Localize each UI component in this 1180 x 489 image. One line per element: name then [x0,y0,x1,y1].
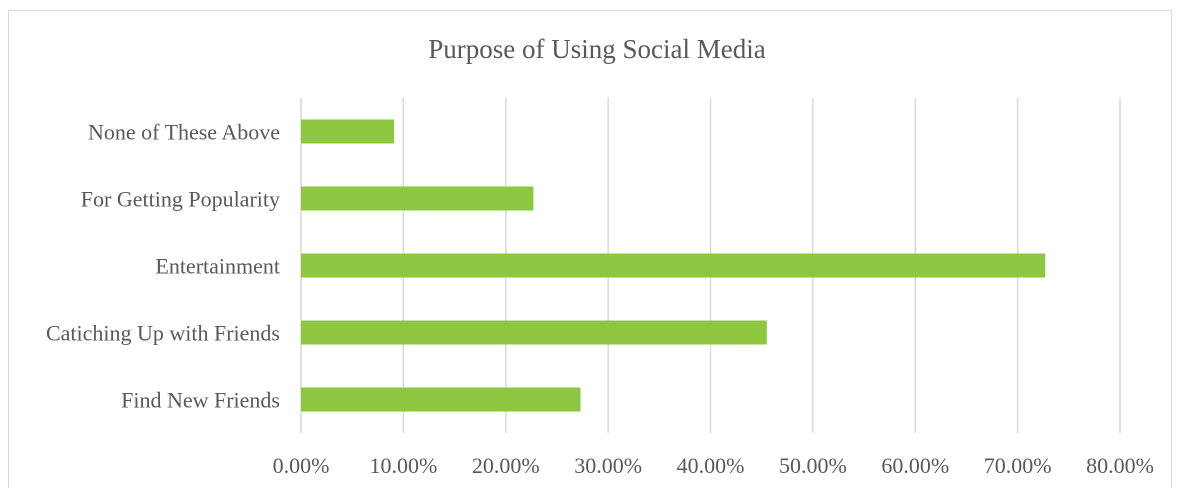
bars [301,119,1046,412]
x-tick-label: 10.00% [369,453,437,478]
category-label: None of These Above [88,120,280,145]
category-label: Catiching Up with Friends [46,321,280,346]
category-labels: None of These Above For Getting Popularit… [46,120,280,413]
x-tick-label: 50.00% [779,453,847,478]
x-tick-label: 30.00% [574,453,642,478]
category-label: For Getting Popularity [81,187,280,212]
bar [301,387,581,412]
bar [301,320,767,345]
x-tick-label: 20.00% [472,453,540,478]
bar [301,253,1046,278]
x-tick-label: 0.00% [273,453,330,478]
x-tick-labels: 0.00% 10.00% 20.00% 30.00% 40.00% 50.00% 60.00… [273,453,1154,478]
chart-frame [8,10,1172,488]
category-label: Entertainment [155,254,280,279]
x-tick-label: 80.00% [1086,453,1154,478]
chart-title: Purpose of Using Social Media [428,34,765,64]
bar [301,119,395,144]
x-tick-label: 70.00% [984,453,1052,478]
category-label: Find New Friends [121,388,280,413]
x-tick-label: 60.00% [881,453,949,478]
x-tick-label: 40.00% [677,453,745,478]
bar [301,186,534,211]
